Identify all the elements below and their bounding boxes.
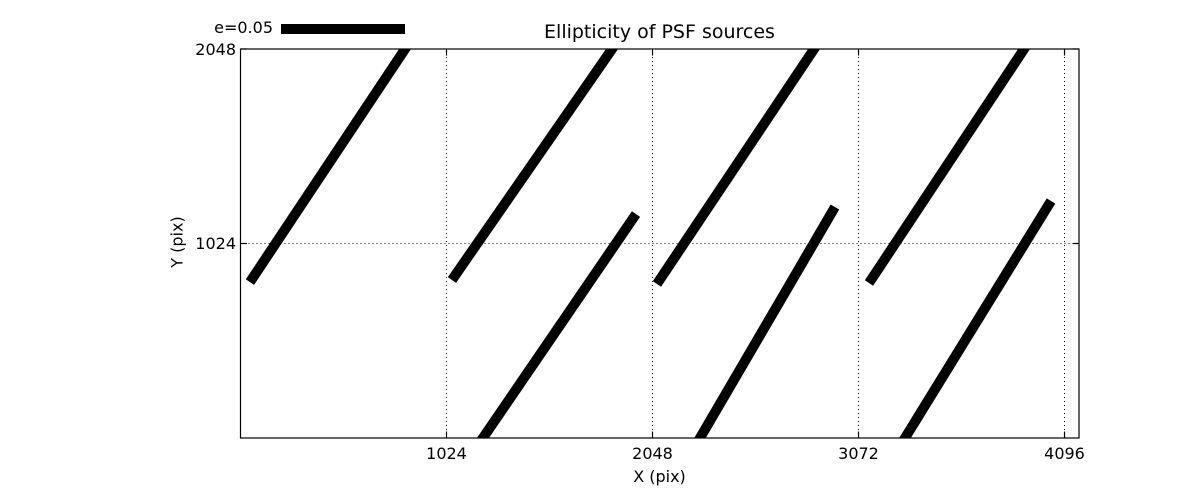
x-axis-label: X (pix) <box>633 467 686 486</box>
psf-whisker <box>899 198 1056 438</box>
y-tick-label: 1024 <box>195 234 236 253</box>
y-tick-label: 2048 <box>195 39 236 59</box>
psf-whisker <box>476 211 641 438</box>
whisker-group <box>245 49 1056 438</box>
chart-title: Ellipticity of PSF sources <box>544 21 775 43</box>
legend-label: e=0.05 <box>214 18 273 37</box>
psf-whisker <box>652 49 821 287</box>
psf-whisker <box>245 49 412 285</box>
psf-whisker <box>694 204 840 438</box>
x-tick-label: 3072 <box>838 444 879 463</box>
psf-whisker <box>447 49 619 283</box>
x-tick-label: 4096 <box>1044 444 1085 463</box>
x-tick-label: 2048 <box>632 444 673 463</box>
psf-whisker <box>864 49 1031 286</box>
x-tick-label: 1024 <box>426 444 467 463</box>
